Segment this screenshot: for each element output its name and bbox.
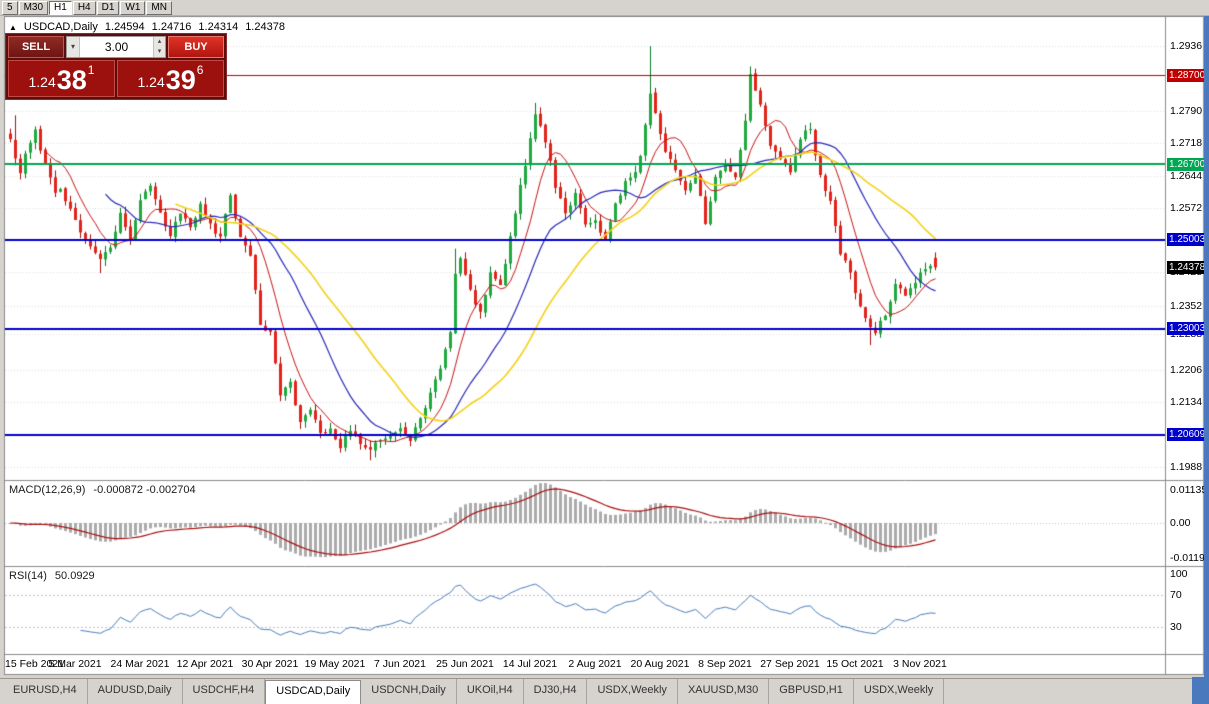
- chart-tab-dj30-h4[interactable]: DJ30,H4: [524, 679, 588, 704]
- chart-tab-audusd-daily[interactable]: AUDUSD,Daily: [88, 679, 183, 704]
- date-label: 3 Nov 2021: [893, 658, 947, 670]
- rsi-indicator-name: RSI(14): [9, 570, 47, 582]
- timeframe-button-h4[interactable]: H4: [72, 0, 96, 15]
- timeframe-button-w1[interactable]: W1: [120, 0, 146, 15]
- rsi-indicator-value: 50.0929: [54, 570, 95, 582]
- sell-button[interactable]: SELL: [8, 36, 64, 58]
- date-label: 7 Jun 2021: [374, 658, 426, 670]
- date-label: 27 Sep 2021: [760, 658, 820, 670]
- date-label: 15 Feb 2021: [5, 658, 64, 670]
- chart-tab-usdchf-h4[interactable]: USDCHF,H4: [183, 679, 266, 704]
- date-label: 5 Mar 2021: [48, 658, 102, 670]
- price-line-label: 1.20609: [1167, 428, 1206, 442]
- price-line-label: 1.26700: [1167, 157, 1206, 171]
- date-label: 24 Mar 2021: [110, 658, 170, 670]
- price-tick: 1.2718: [1170, 136, 1203, 149]
- date-label: 12 Apr 2021: [176, 658, 234, 670]
- ohlc-low: 1.24314: [198, 21, 239, 33]
- sell-price-point: 1: [87, 63, 95, 77]
- rsi-scale-label: 100: [1170, 568, 1188, 580]
- timeframe-toolbar: 5 M30 H1 H4 D1 W1 MN: [0, 0, 1209, 16]
- sell-price-prefix: 1.24: [28, 74, 56, 90]
- price-tick: 1.2134: [1170, 396, 1203, 409]
- price-line-label: 1.23003: [1167, 322, 1206, 336]
- price-tick: 1.2572: [1170, 201, 1203, 214]
- buy-price[interactable]: 1.24 39 6: [117, 60, 224, 97]
- buy-price-pips: 39: [165, 65, 196, 95]
- sell-price-pips: 38: [56, 65, 87, 95]
- price-tick: 1.1988: [1170, 461, 1203, 474]
- price-tick: 1.2352: [1170, 299, 1203, 312]
- chart-tab-xauusd-m30[interactable]: XAUUSD,M30: [678, 679, 770, 704]
- volume-spinner[interactable]: ▴ ▾: [153, 37, 165, 57]
- price-tick: 1.2790: [1170, 104, 1203, 117]
- price-line-label: 1.28700: [1167, 68, 1206, 82]
- chart-title: ▲ USDCAD,Daily 1.24594 1.24716 1.24314 1…: [9, 21, 285, 33]
- buy-price-point: 6: [196, 63, 204, 77]
- date-label: 15 Oct 2021: [826, 658, 884, 670]
- chart-tab-ukoil-h4[interactable]: UKOil,H4: [457, 679, 524, 704]
- macd-label: MACD(12,26,9) -0.000872 -0.002704: [9, 484, 196, 496]
- price-line-label: 1.24378: [1167, 260, 1206, 274]
- rsi-scale-label: 70: [1170, 589, 1182, 602]
- macd-scale: 0.01135 0.00 -0.01190: [1170, 0, 1209, 678]
- volume-control: ▾ ▴▾: [66, 36, 166, 58]
- chart-tab-usdcnh-daily[interactable]: USDCNH,Daily: [361, 679, 457, 704]
- timeframe-button-d1[interactable]: D1: [96, 0, 120, 15]
- macd-scale-label: -0.01190: [1170, 551, 1209, 564]
- chart-symbol: USDCAD,Daily: [23, 21, 98, 33]
- rsi-label: RSI(14) 50.0929: [9, 570, 95, 582]
- date-label: 25 Jun 2021: [436, 658, 494, 670]
- chart-tab-usdcad-daily[interactable]: USDCAD,Daily: [265, 680, 362, 704]
- timeframe-button-h1[interactable]: H1: [49, 0, 72, 15]
- sell-price[interactable]: 1.24 38 1: [8, 60, 115, 97]
- ohlc-close: 1.24378: [245, 21, 285, 33]
- ohlc-high: 1.24716: [151, 21, 192, 33]
- spinner-up-icon[interactable]: ▴: [153, 37, 165, 47]
- volume-input[interactable]: [80, 37, 153, 57]
- date-label: 20 Aug 2021: [630, 658, 690, 670]
- ohlc-open: 1.24594: [104, 21, 145, 33]
- price-scale[interactable]: 1.29361.27901.27181.26441.25721.24281.23…: [1166, 0, 1209, 678]
- window-right-scrollbar[interactable]: [1204, 16, 1209, 704]
- one-click-trading-panel: SELL ▾ ▴▾ BUY 1.24 38 1 1.24 39 6: [5, 33, 227, 100]
- macd-indicator-name: MACD(12,26,9): [9, 484, 86, 496]
- buy-button[interactable]: BUY: [168, 36, 224, 58]
- volume-dropdown-icon[interactable]: ▾: [67, 37, 80, 57]
- price-line-label: 1.25003: [1167, 233, 1206, 247]
- price-tick: 1.2936: [1170, 40, 1203, 52]
- price-tick: 1.2206: [1170, 364, 1203, 377]
- buy-price-prefix: 1.24: [137, 74, 165, 90]
- spinner-down-icon[interactable]: ▾: [153, 47, 165, 57]
- chart-tab-eurusd-h4[interactable]: EURUSD,H4: [3, 679, 88, 704]
- date-label: 2 Aug 2021: [568, 658, 622, 670]
- macd-scale-label: 0.01135: [1170, 484, 1208, 497]
- macd-scale-label: 0.00: [1170, 517, 1191, 529]
- rsi-scale-label: 30: [1170, 620, 1182, 633]
- chart-tab-usdx-weekly[interactable]: USDX,Weekly: [587, 679, 678, 704]
- rsi-scale: 100 70 30: [1170, 0, 1209, 678]
- chart-tabs-bar: EURUSD,H4 AUDUSD,Daily USDCHF,H4 USDCAD,Dai…: [0, 678, 1193, 704]
- date-label: 8 Sep 2021: [698, 658, 752, 670]
- date-label: 30 Apr 2021: [241, 658, 299, 670]
- chart-tab-gbpusd-h1[interactable]: GBPUSD,H1: [769, 679, 854, 704]
- macd-indicator-values: -0.000872 -0.002704: [93, 484, 196, 496]
- date-label: 14 Jul 2021: [502, 658, 558, 670]
- timeframe-button-5[interactable]: 5: [2, 0, 18, 15]
- collapse-icon[interactable]: ▲: [9, 22, 17, 32]
- date-axis: 15 Feb 2021 5 Mar 2021 24 Mar 2021 12 Apr 2…: [0, 658, 1166, 672]
- window-corner: [1192, 677, 1209, 704]
- price-tick: 1.2644: [1170, 169, 1203, 182]
- timeframe-button-m30[interactable]: M30: [18, 0, 49, 15]
- chart-tab-usdx-weekly[interactable]: USDX,Weekly: [854, 679, 945, 704]
- timeframe-button-mn[interactable]: MN: [146, 0, 172, 15]
- date-label: 19 May 2021: [304, 658, 366, 670]
